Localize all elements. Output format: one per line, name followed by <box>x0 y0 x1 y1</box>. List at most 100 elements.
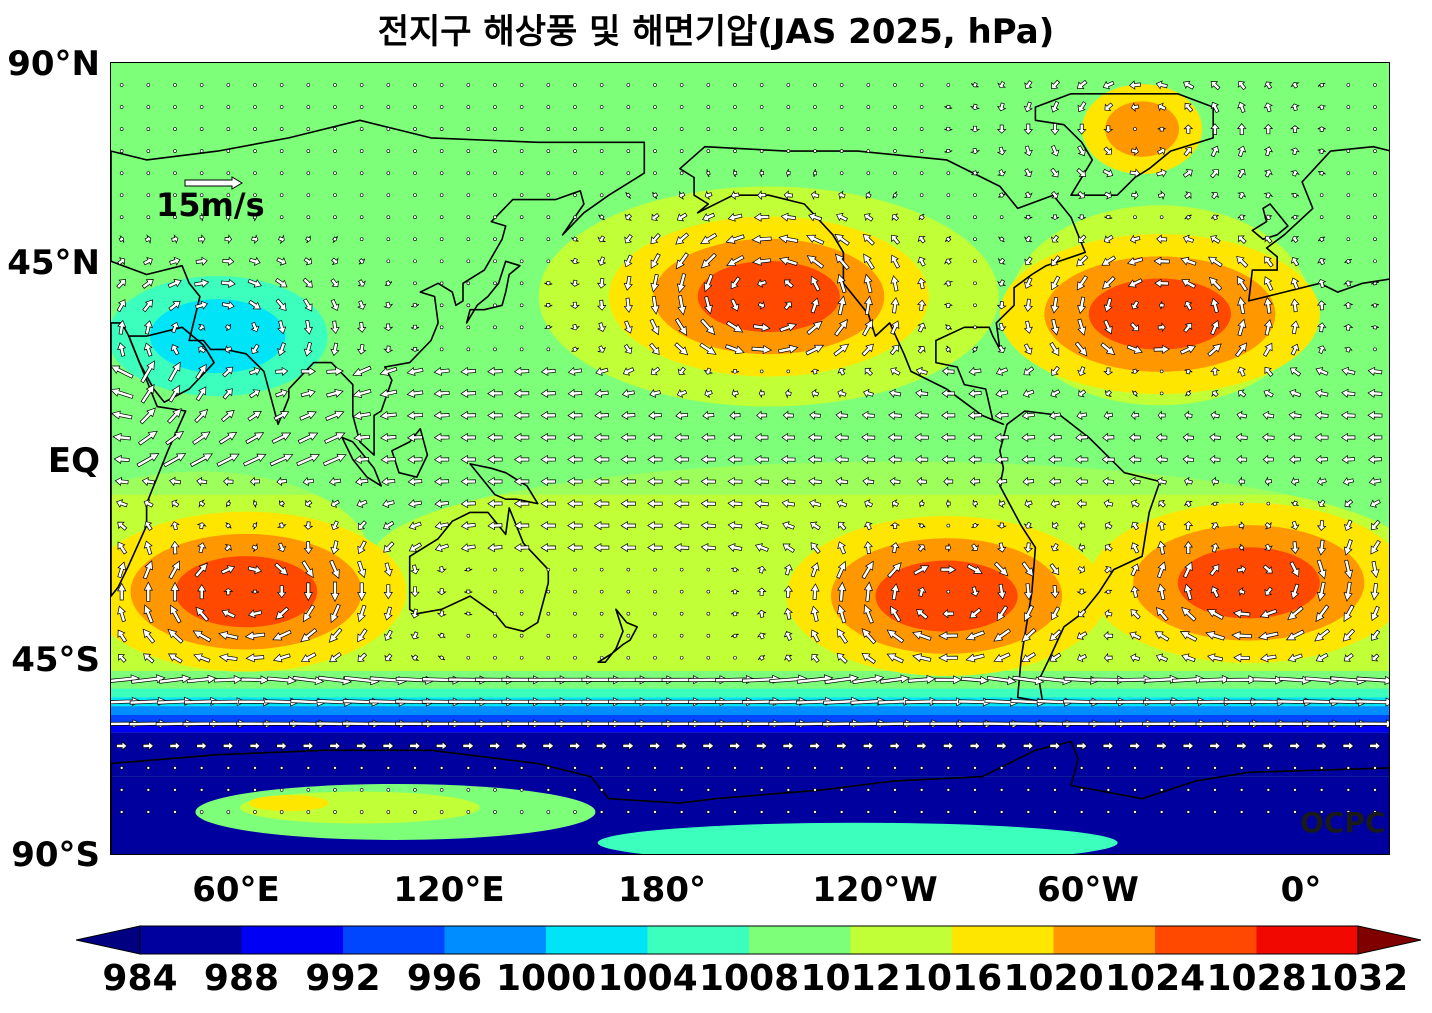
wind-vector <box>781 476 796 487</box>
wind-vector <box>138 430 158 446</box>
wind-vector <box>1050 585 1060 599</box>
wind-vector <box>569 257 581 265</box>
wind-calm-marker <box>733 766 737 770</box>
wind-vector <box>487 454 503 465</box>
wind-vector <box>647 432 663 443</box>
wind-vector <box>1131 390 1138 397</box>
wind-calm-marker <box>253 149 257 153</box>
wind-vector <box>501 719 543 729</box>
wind-vector <box>117 629 128 643</box>
wind-vector <box>620 498 636 509</box>
wind-vector <box>1103 319 1113 335</box>
colorbar-bin-984 <box>140 926 242 954</box>
wind-calm-marker <box>226 810 231 814</box>
wind-vector <box>810 542 821 554</box>
wind-calm-marker <box>839 766 844 770</box>
colorbar-bin-1016 <box>952 926 1054 954</box>
wind-vector <box>752 322 771 332</box>
wind-calm-marker <box>759 83 764 87</box>
wind-vector <box>380 454 396 465</box>
wind-vector <box>1184 410 1193 421</box>
wind-vector <box>888 388 902 398</box>
wind-vector <box>1131 190 1139 201</box>
wind-calm-marker <box>386 127 391 131</box>
wind-calm-marker <box>333 810 337 814</box>
wind-vector <box>833 343 850 357</box>
wind-vector <box>703 367 714 375</box>
wind-vector <box>891 213 900 222</box>
wind-calm-marker <box>1346 810 1351 814</box>
colorbar-tick-1028: 1028 <box>1206 958 1307 999</box>
wind-vector <box>1156 520 1167 531</box>
wind-vector <box>863 295 873 316</box>
wind-calm-marker <box>439 105 444 109</box>
wind-vector <box>623 343 633 354</box>
wind-vector <box>116 299 126 313</box>
wind-vector <box>114 476 129 487</box>
wind-vector <box>997 80 1007 89</box>
wind-vector <box>917 277 927 290</box>
wind-calm-marker <box>1373 237 1377 242</box>
wind-vector <box>1289 388 1302 398</box>
wind-vector <box>249 476 261 487</box>
wind-calm-marker <box>1053 766 1057 770</box>
wind-calm-marker <box>706 655 711 660</box>
wind-vector <box>1078 520 1086 531</box>
wind-calm-marker <box>519 325 524 330</box>
wind-vector <box>567 454 583 465</box>
wind-calm-marker <box>279 149 284 153</box>
wind-vector <box>143 256 153 266</box>
wind-calm-marker <box>893 788 897 792</box>
wind-vector <box>170 540 180 555</box>
wind-vector <box>676 212 688 222</box>
wind-vector <box>1252 675 1285 685</box>
wind-calm-marker <box>946 523 951 528</box>
wind-vector <box>608 697 649 707</box>
wind-vector <box>1210 101 1220 114</box>
wind-vector <box>1077 565 1086 574</box>
colorbar-bin-996 <box>444 926 547 954</box>
wind-vector <box>621 388 635 399</box>
wind-vector <box>1236 741 1248 751</box>
wind-vector <box>998 192 1006 198</box>
wind-calm-marker <box>333 171 337 175</box>
wind-vector <box>382 499 395 509</box>
wind-calm-marker <box>946 83 951 87</box>
wind-vector <box>250 343 260 355</box>
wind-calm-marker <box>919 105 924 109</box>
wind-vector <box>1317 148 1326 154</box>
wind-vector <box>1235 432 1248 443</box>
wind-vector <box>1210 501 1219 507</box>
wind-calm-marker <box>439 259 444 264</box>
wind-vector <box>1290 236 1300 243</box>
wind-vector <box>1156 561 1167 579</box>
wind-vector <box>810 368 820 375</box>
wind-calm-marker <box>919 127 924 131</box>
wind-vector <box>198 499 206 508</box>
wind-vector <box>1343 604 1355 623</box>
wind-vector <box>1316 520 1327 531</box>
wind-calm-marker <box>519 281 524 286</box>
wind-vector <box>1209 432 1221 443</box>
wind-vector <box>407 476 423 487</box>
wind-vector <box>620 520 636 531</box>
wind-vector <box>806 255 825 269</box>
wind-calm-marker <box>759 788 764 792</box>
wind-calm-marker <box>439 347 444 352</box>
wind-vector <box>1342 741 1355 751</box>
wind-vector <box>544 281 553 286</box>
wind-vector <box>1023 123 1034 135</box>
wind-calm-marker <box>866 127 871 131</box>
wind-vector <box>1367 410 1383 421</box>
wind-vector <box>1367 366 1383 376</box>
wind-calm-marker <box>546 766 551 770</box>
wind-calm-marker <box>1239 501 1244 506</box>
wind-vector <box>834 253 850 271</box>
wind-calm-marker <box>413 127 417 131</box>
wind-calm-marker <box>813 127 817 131</box>
wind-vector <box>1211 476 1219 487</box>
wind-calm-marker <box>573 83 577 87</box>
wind-vector <box>754 498 769 509</box>
wind-vector <box>969 147 981 155</box>
wind-vector <box>810 190 820 201</box>
